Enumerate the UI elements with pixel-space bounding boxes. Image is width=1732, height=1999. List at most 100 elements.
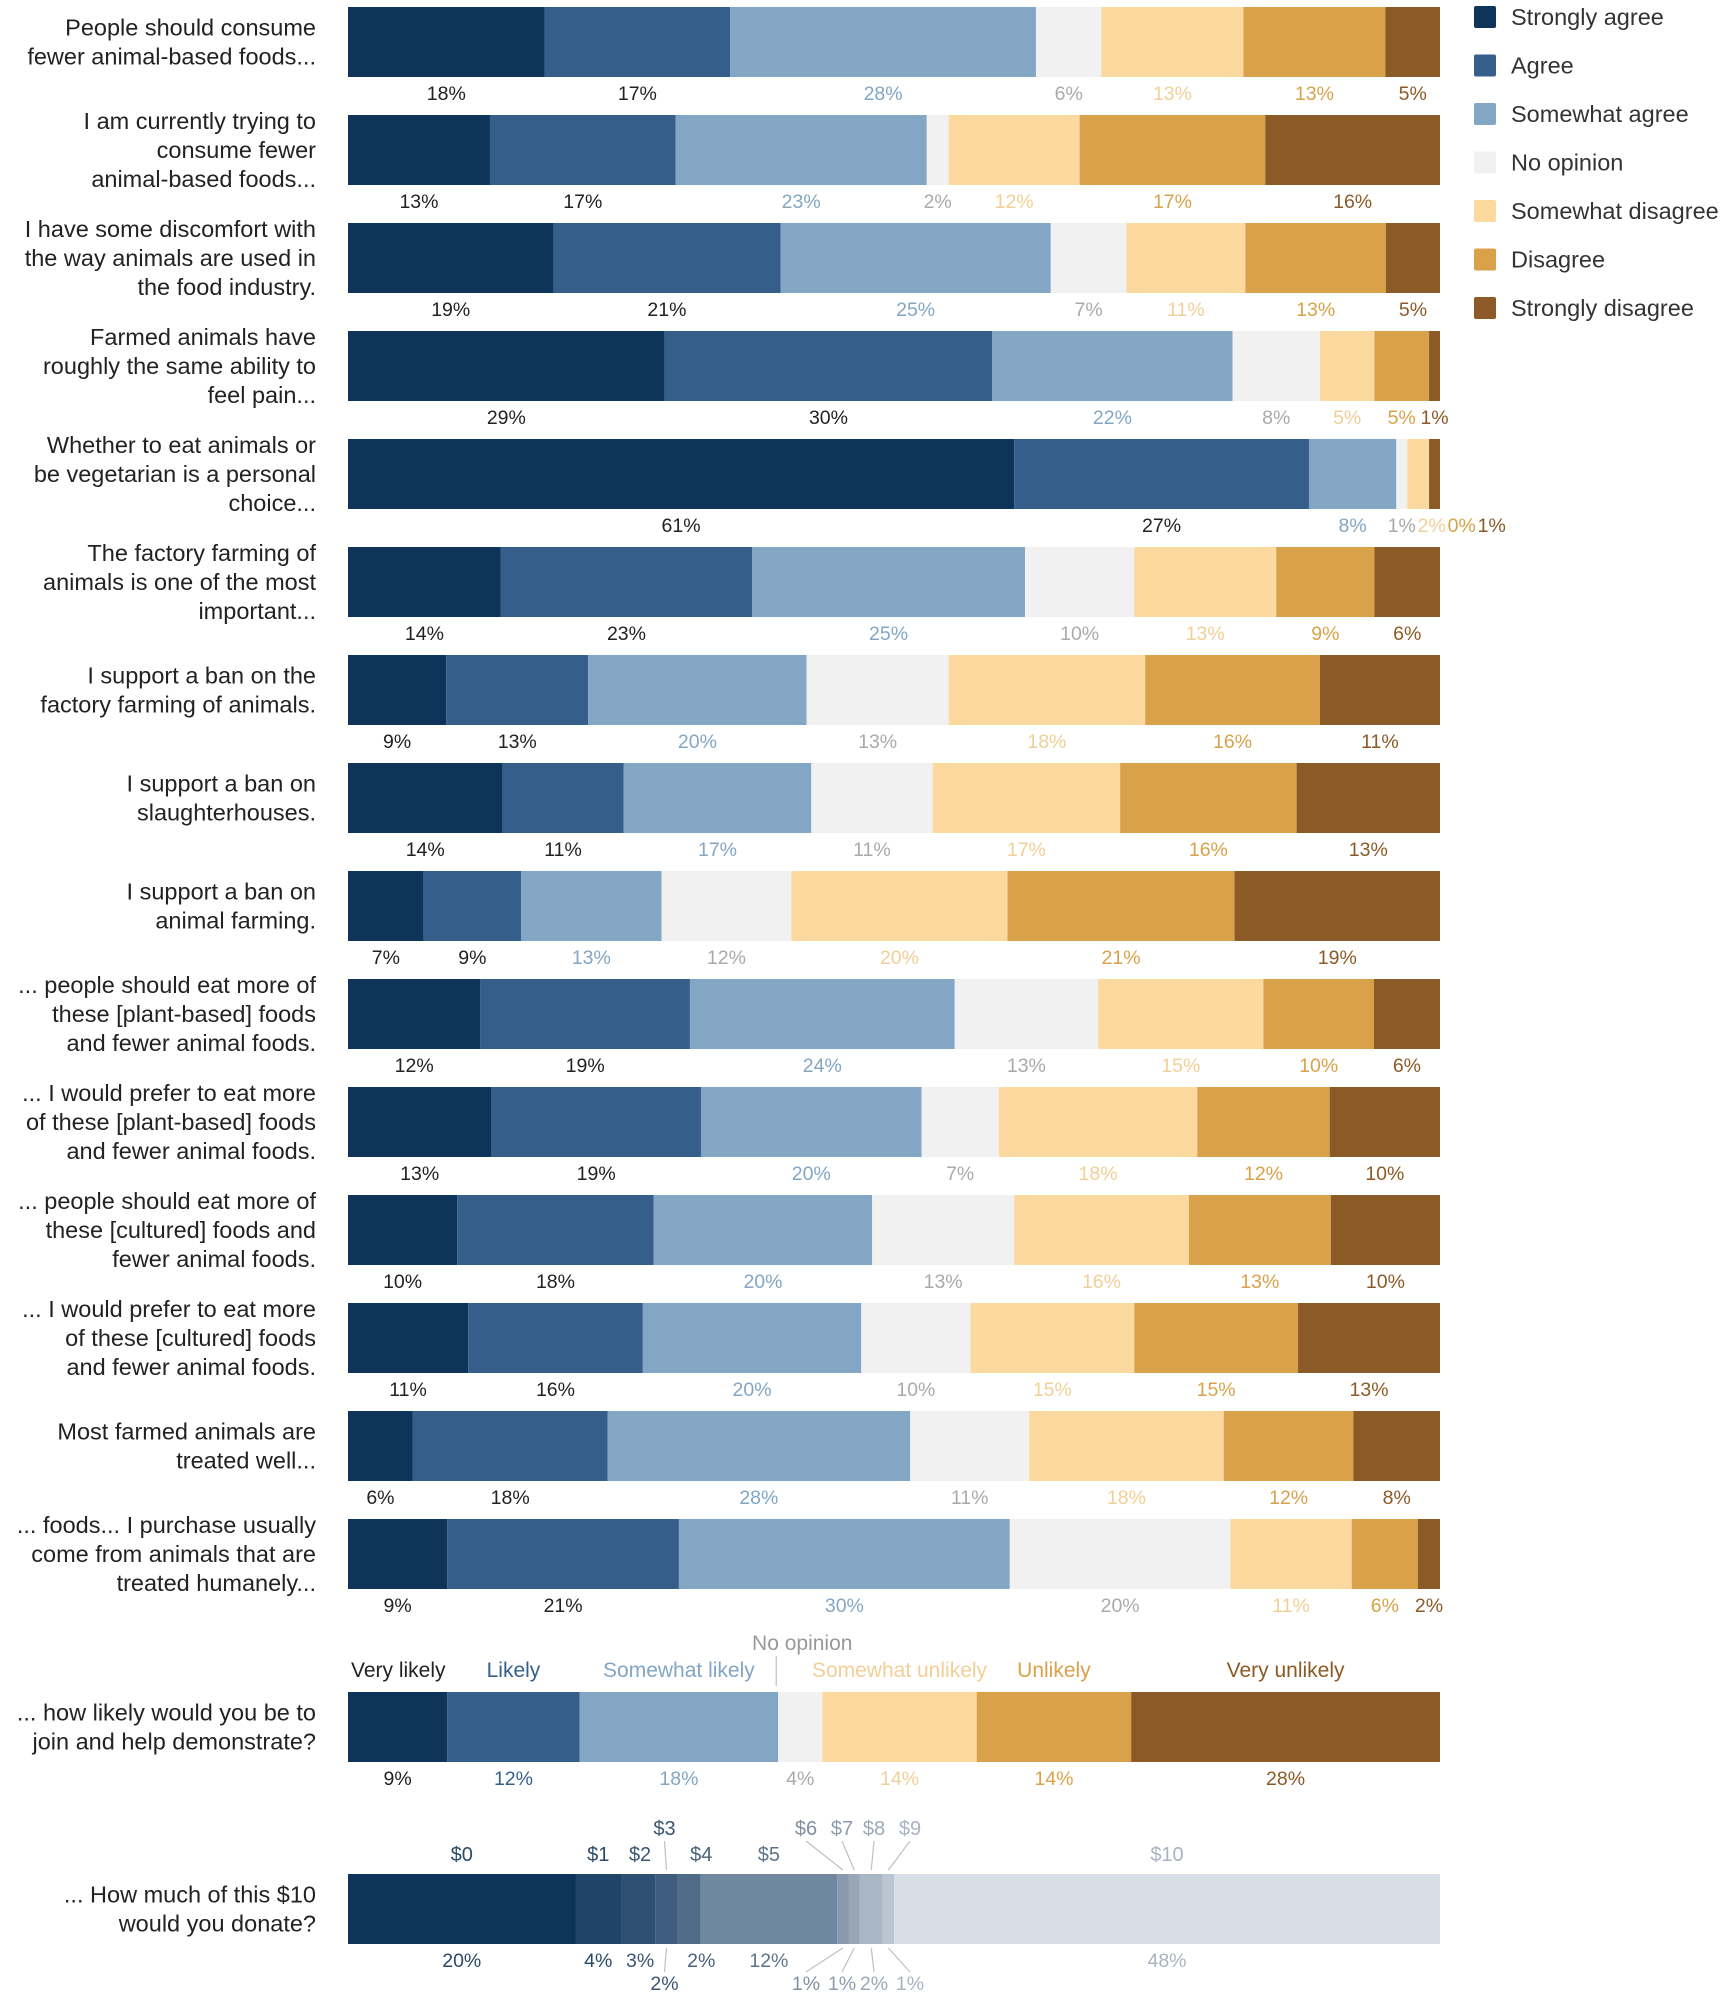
- bar-segment-no-opinion-2: [926, 115, 949, 185]
- pct-label-strongly-agree-1: 18%: [427, 83, 466, 105]
- bar-segment-somewhat-disagree-2: [948, 115, 1080, 185]
- pct-label-agree-3: 21%: [647, 299, 686, 321]
- bar-segment-disagree-9: [1007, 871, 1235, 941]
- pct-label-strongly-agree-8: 14%: [406, 839, 445, 861]
- pct-label-somewhat-agree-5: 8%: [1339, 515, 1367, 537]
- donate-dollar-leader-4: [663, 1840, 668, 1871]
- likely-category-3: Somewhat likely: [603, 1659, 755, 1682]
- pct-label-somewhat-agree-10: 24%: [803, 1055, 842, 1077]
- donate-pct-leader-7: [805, 1947, 844, 1973]
- pct-label-agree-11: 19%: [577, 1163, 616, 1185]
- bar-segment-somewhat-disagree-3: [1126, 223, 1246, 293]
- question-label-10-line-3: and fewer animal foods.: [66, 1030, 316, 1056]
- likely-segment-6: [976, 1692, 1132, 1762]
- legend-label-strongly-agree: Strongly agree: [1511, 4, 1664, 30]
- bar-segment-disagree-2: [1079, 115, 1266, 185]
- likely-category-4: No opinion: [752, 1632, 852, 1655]
- pct-label-no-opinion-8: 11%: [853, 839, 891, 861]
- bar-segment-agree-5: [1014, 439, 1309, 509]
- bar-segment-somewhat-agree-3: [780, 223, 1051, 293]
- bar-segment-disagree-11: [1197, 1087, 1330, 1157]
- donate-pct-leader-9: [870, 1947, 875, 1973]
- likely-segment-7: [1131, 1692, 1440, 1762]
- bar-segment-agree-8: [502, 763, 624, 833]
- question-label-11-line-1: ... I would prefer to eat more: [22, 1080, 316, 1106]
- legend-swatch-strongly-disagree: [1474, 297, 1496, 319]
- donate-dollar-11: $10: [1150, 1844, 1183, 1866]
- bar-segment-somewhat-agree-7: [588, 655, 807, 725]
- question-label-14-line-2: treated well...: [176, 1448, 316, 1474]
- question-label-2-line-1: I am currently trying to: [84, 108, 316, 134]
- bar-segment-disagree-7: [1145, 655, 1320, 725]
- pct-label-strongly-agree-13: 11%: [389, 1379, 427, 1401]
- pct-label-strongly-agree-3: 19%: [431, 299, 470, 321]
- bar-segment-strongly-agree-6: [348, 547, 501, 617]
- bar-segment-no-opinion-14: [910, 1411, 1030, 1481]
- bar-segment-somewhat-disagree-4: [1319, 331, 1375, 401]
- question-label-8-line-1: I support a ban on: [127, 771, 316, 797]
- legend-swatch-no-opinion: [1474, 151, 1496, 174]
- pct-label-strongly-agree-7: 9%: [383, 731, 411, 753]
- question-label-5-line-3: choice...: [228, 490, 316, 516]
- pct-label-somewhat-disagree-7: 18%: [1027, 731, 1066, 753]
- pct-label-somewhat-disagree-3: 11%: [1167, 299, 1205, 321]
- question-label-3-line-3: the food industry.: [137, 274, 316, 300]
- donate-dollar-1: $0: [451, 1844, 473, 1866]
- likely-segment-1: [348, 1692, 448, 1762]
- pct-label-somewhat-disagree-8: 17%: [1007, 839, 1046, 861]
- legend-label-strongly-disagree: Strongly disagree: [1511, 295, 1694, 321]
- pct-label-somewhat-agree-9: 13%: [572, 947, 611, 969]
- donate-pct-2: 4%: [584, 1950, 612, 1972]
- question-label-6-line-2: animals is one of the most: [43, 569, 316, 595]
- question-label-3-line-2: the way animals are used in: [25, 245, 316, 271]
- donate-dollar-9: $8: [863, 1818, 885, 1840]
- donate-segment-1: [348, 1874, 576, 1944]
- pct-label-strongly-disagree-5: 1%: [1478, 515, 1506, 537]
- donate-pct-1: 20%: [442, 1950, 481, 1972]
- bar-segment-somewhat-agree-4: [992, 331, 1233, 401]
- pct-label-disagree-8: 16%: [1189, 839, 1228, 861]
- question-label-7-line-1: I support a ban on the: [87, 663, 316, 689]
- likely-segment-4: [778, 1692, 823, 1762]
- donate-dollar-3: $2: [629, 1844, 651, 1866]
- pct-label-strongly-agree-12: 10%: [383, 1271, 422, 1293]
- donate-dollar-leader-9: [870, 1840, 875, 1871]
- bar-segment-disagree-15: [1351, 1519, 1418, 1589]
- question-label-4-line-1: Farmed animals have: [90, 324, 316, 350]
- bar-segment-somewhat-agree-13: [642, 1303, 862, 1373]
- pct-label-disagree-9: 21%: [1102, 947, 1141, 969]
- bar-segment-agree-3: [553, 223, 781, 293]
- question-label-donate-line-1: ... How much of this $10: [64, 1882, 316, 1908]
- bar-segment-somewhat-agree-8: [623, 763, 812, 833]
- bar-segment-strongly-disagree-12: [1330, 1195, 1440, 1265]
- pct-label-no-opinion-4: 8%: [1262, 407, 1290, 429]
- bar-segment-somewhat-disagree-7: [948, 655, 1146, 725]
- likely-category-6: Unlikely: [1017, 1659, 1091, 1682]
- pct-label-no-opinion-9: 12%: [707, 947, 746, 969]
- bar-segment-strongly-disagree-13: [1298, 1303, 1440, 1373]
- pct-label-strongly-disagree-6: 6%: [1393, 623, 1421, 645]
- pct-label-disagree-3: 13%: [1296, 299, 1335, 321]
- pct-label-disagree-2: 17%: [1153, 191, 1192, 213]
- bar-segment-no-opinion-10: [954, 979, 1099, 1049]
- bar-segment-strongly-agree-11: [348, 1087, 492, 1157]
- pct-label-disagree-12: 13%: [1240, 1271, 1279, 1293]
- pct-label-agree-6: 23%: [607, 623, 646, 645]
- bar-segment-no-opinion-11: [921, 1087, 999, 1157]
- question-label-2-line-3: animal-based foods...: [91, 166, 316, 192]
- pct-label-somewhat-disagree-11: 18%: [1079, 1163, 1118, 1185]
- bar-segment-somewhat-agree-2: [675, 115, 927, 185]
- pct-label-no-opinion-1: 6%: [1055, 83, 1083, 105]
- pct-label-strongly-disagree-9: 19%: [1318, 947, 1357, 969]
- bar-segment-strongly-agree-7: [348, 655, 447, 725]
- pct-label-agree-2: 17%: [563, 191, 602, 213]
- bar-segment-strongly-agree-3: [348, 223, 554, 293]
- legend-swatch-strongly-agree: [1474, 6, 1496, 28]
- bar-segment-somewhat-disagree-15: [1230, 1519, 1352, 1589]
- donate-segment-11: [894, 1874, 1440, 1944]
- likely-category-2: Likely: [487, 1659, 541, 1682]
- question-label-4-line-3: feel pain...: [208, 382, 316, 408]
- bar-segment-somewhat-disagree-11: [998, 1087, 1198, 1157]
- donate-dollar-2: $1: [587, 1844, 609, 1866]
